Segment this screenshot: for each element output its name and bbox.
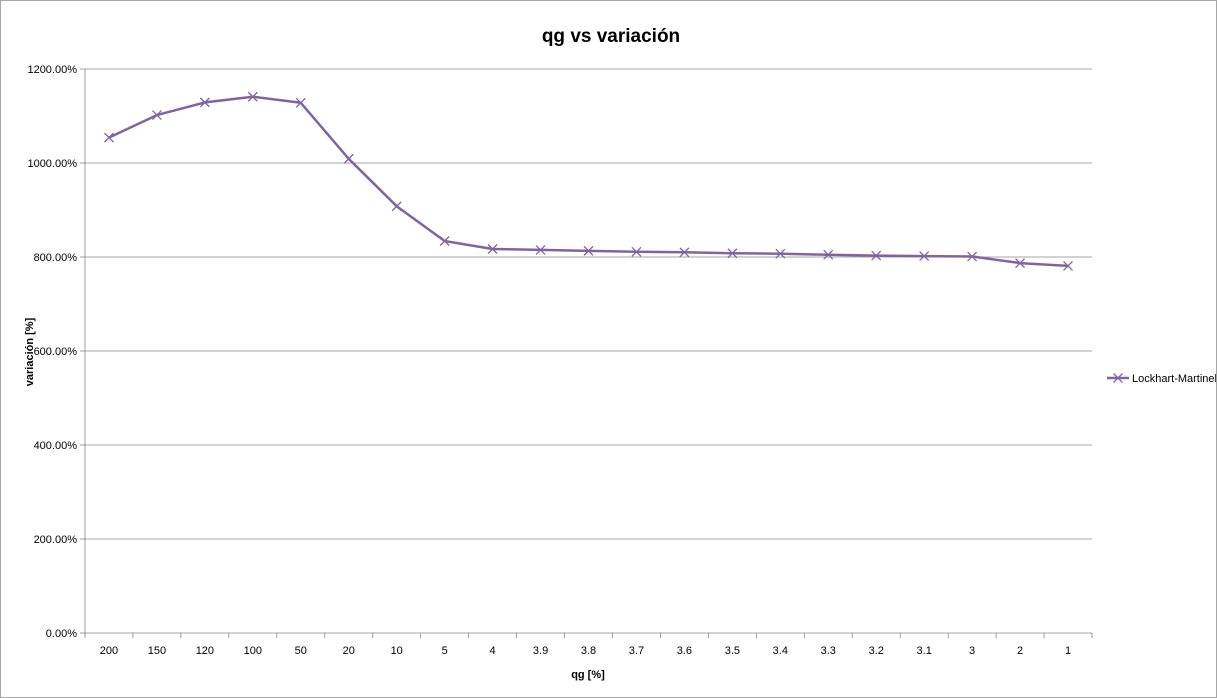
y-tick-labels: 0.00% 200.00% 400.00% 600.00% 800.00% 1000.00… [27,64,77,640]
legend: Lockhart-Martinelli [1107,373,1216,385]
x-tick-label: 3.2 [869,645,884,657]
data-point [199,97,210,108]
x-tick-label: 3.5 [725,645,740,657]
y-tick-label: 1200.00% [27,64,77,76]
y-tick-label: 800.00% [34,252,78,264]
x-tick-label: 1 [1065,645,1071,657]
data-point [295,97,306,108]
data-point [967,251,978,262]
x-tick-label: 50 [295,645,307,657]
data-point [247,91,258,102]
x-tick-label: 3 [969,645,975,657]
y-tick-label: 400.00% [34,440,78,452]
x-tick-label: 3.9 [533,645,548,657]
data-point [775,248,786,259]
x-tick-label: 3.6 [677,645,692,657]
x-tick-label: 150 [148,645,166,657]
data-point [535,244,546,255]
y-tick-label: 200.00% [34,534,78,546]
y-tick-label: 600.00% [34,346,78,358]
data-point [487,244,498,254]
y-tick-label: 1000.00% [27,158,77,170]
data-point [583,245,594,256]
x-tick-label: 3.1 [917,645,932,657]
x-tick-label: 10 [391,645,403,657]
legend-label-lockhart-martinelli: Lockhart-Martinelli [1132,373,1216,385]
data-point [439,236,450,246]
x-tick-label: 3.4 [773,645,788,657]
x-tick-labels: 200 150 120 100 50 20 10 5 4 3.9 3.8 3.7 3.6 3.5 3.4 3.… [100,645,1071,657]
legend-marker-x-icon [1113,373,1123,383]
chart-title: qg vs variación [542,26,680,47]
data-point [343,153,354,164]
x-tick-label: 5 [442,645,448,657]
data-point [631,246,642,257]
x-tick-label: 4 [490,645,496,657]
y-tick-label: 0.00% [46,628,77,640]
data-point [151,110,162,121]
gridlines [85,68,1092,540]
axes [80,68,1093,638]
data-point [727,248,738,259]
data-point [823,249,834,260]
series-layer [104,91,1073,271]
x-tick-label: 200 [100,645,118,657]
x-tick-label: 100 [244,645,262,657]
data-point [871,250,882,261]
x-tick-label: 3.7 [629,645,644,657]
data-point [1063,260,1073,271]
data-point [679,247,690,258]
x-tick-label: 3.8 [581,645,596,657]
data-point [919,251,930,262]
y-axis-title: variación [%] [24,317,36,386]
series-line-lockhart-martinelli [108,95,1069,268]
x-tick-label: 120 [196,645,214,657]
x-tick-label: 3.3 [821,645,836,657]
x-axis-title: qg [%] [571,669,605,681]
data-point [391,201,402,212]
x-tick-label: 2 [1017,645,1023,657]
data-point [1015,258,1026,269]
x-tick-label: 20 [343,645,355,657]
data-point [104,132,114,143]
